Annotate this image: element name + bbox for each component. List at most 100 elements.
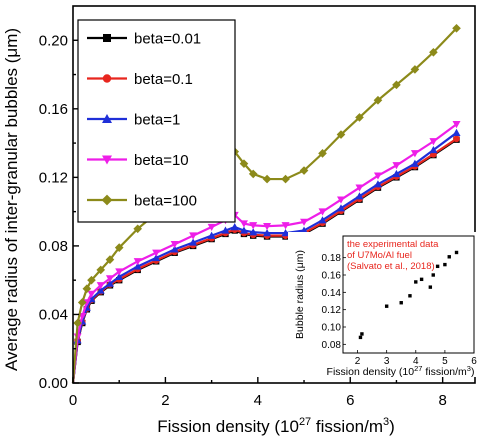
inset-y-axis-label: Bubble radius (μm) — [294, 250, 306, 339]
data-point — [115, 272, 124, 280]
data-point — [299, 166, 309, 175]
x-tick-label: 8 — [438, 392, 446, 409]
data-point — [281, 174, 290, 184]
legend-label: beta=0.1 — [134, 71, 193, 88]
y-tick-label: 0.04 — [39, 306, 68, 323]
x-tick-label: 0 — [69, 392, 77, 409]
data-point — [77, 298, 87, 307]
data-point — [87, 290, 96, 298]
inset-y-tick-label: 0.10 — [322, 323, 342, 334]
legend-marker — [102, 74, 112, 83]
inset-y-tick-label: 0.12 — [322, 305, 342, 316]
data-point — [373, 172, 382, 180]
legend: beta=0.01 beta=0.1 beta=1 beta=10 beta=100 — [77, 19, 236, 223]
inset-data-point — [447, 255, 451, 259]
data-point — [114, 243, 124, 252]
inset-annotation: (Salvato et al., 2018) — [347, 261, 435, 272]
data-point — [152, 249, 161, 257]
data-point — [96, 265, 106, 275]
data-point — [300, 226, 309, 234]
legend-item: beta=0.1 — [87, 71, 193, 88]
x-axis-label: Fission density (1027 fission/m3) — [157, 416, 395, 436]
inset-y-tick-label: 0.08 — [322, 340, 342, 351]
inset-annotation: of U7Mo/Al fuel — [347, 250, 412, 261]
inset-data-point — [399, 301, 403, 305]
y-tick-label: 0.00 — [39, 375, 68, 392]
data-point — [263, 229, 272, 237]
series-beta-1 — [71, 128, 461, 384]
inset-x-tick-label: 3 — [384, 356, 390, 367]
legend-marker — [102, 114, 112, 123]
data-point — [262, 174, 272, 184]
data-point — [453, 135, 460, 143]
data-point — [452, 121, 461, 129]
inset-y-tick-label: 0.14 — [322, 288, 342, 299]
y-tick-label: 0.08 — [39, 238, 68, 255]
legend-marker — [101, 194, 113, 206]
data-point — [410, 150, 419, 158]
inset-data-point — [428, 285, 433, 289]
data-point — [452, 23, 461, 33]
legend-item: beta=10 — [87, 152, 189, 169]
inset-x-axis-label: Fission density (1027 fission/m3) — [327, 364, 475, 378]
inset-data-point — [414, 280, 418, 284]
plot-frame — [72, 5, 476, 384]
data-point — [355, 113, 364, 122]
inset-frame — [342, 235, 475, 354]
data-point — [337, 196, 345, 204]
data-point — [170, 245, 179, 253]
inset-data-point — [454, 250, 459, 255]
inset-data-point — [431, 273, 435, 277]
data-point — [133, 258, 142, 266]
data-point — [152, 253, 161, 262]
data-point — [249, 222, 258, 230]
data-point — [249, 228, 258, 236]
data-point — [133, 224, 143, 234]
legend-label: beta=1 — [134, 112, 180, 129]
data-point — [429, 145, 438, 154]
legend-item: beta=100 — [87, 193, 197, 210]
x-tick-label: 6 — [346, 392, 354, 409]
inset-data-point — [419, 277, 424, 282]
inset-x-tick-label: 5 — [442, 356, 448, 367]
inset-data-point — [443, 262, 447, 267]
data-point — [133, 262, 142, 270]
data-point — [221, 226, 230, 234]
inset-x-tick-label: 2 — [355, 356, 361, 367]
inset-chart: 2 3 4 5 6 0.08 0.10 0.12 0.14 0.16 0.18 the experim… — [288, 232, 478, 378]
data-point — [318, 208, 327, 216]
data-point — [429, 47, 438, 57]
inset-x-tick-label: 4 — [413, 356, 419, 367]
data-point — [263, 223, 272, 231]
data-point — [281, 222, 290, 230]
y-tick-label: 0.12 — [39, 169, 68, 186]
data-point — [207, 231, 216, 239]
data-point — [410, 159, 419, 167]
legend-label: beta=100 — [134, 193, 197, 210]
x-tick-label: 2 — [161, 392, 169, 409]
data-point — [189, 232, 198, 240]
data-point — [189, 238, 198, 246]
data-point — [373, 180, 382, 188]
data-point — [452, 128, 461, 137]
data-point — [355, 192, 364, 200]
inset-data-point — [408, 294, 412, 298]
data-point — [73, 318, 82, 328]
data-point — [170, 240, 179, 249]
data-point — [281, 229, 290, 237]
data-point — [115, 268, 124, 276]
data-point — [105, 255, 115, 264]
data-point — [318, 149, 327, 158]
data-point — [230, 223, 239, 231]
data-point — [392, 169, 401, 178]
data-point — [429, 138, 438, 146]
y-tick-label: 0.16 — [39, 101, 68, 118]
inset-data-point — [435, 264, 440, 269]
data-point — [105, 279, 114, 287]
legend-item: beta=1 — [87, 112, 180, 129]
inset-annotation: the experimental data — [347, 239, 439, 250]
inset-data-point — [358, 335, 363, 340]
data-point — [207, 223, 216, 232]
